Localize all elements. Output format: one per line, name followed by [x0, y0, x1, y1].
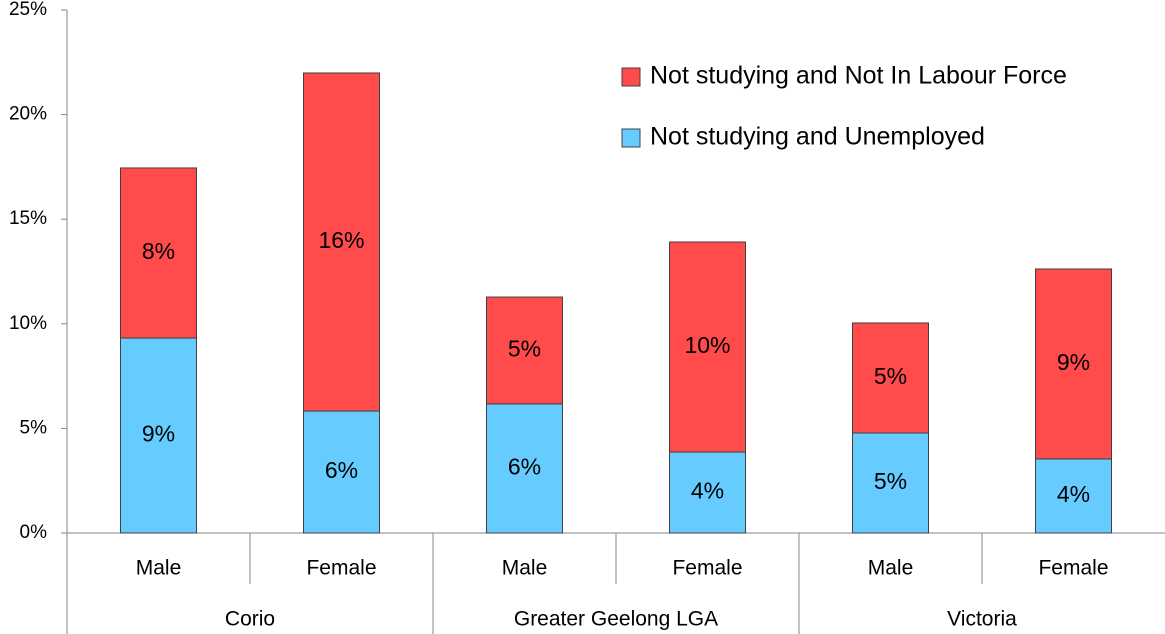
legend-swatch [621, 67, 641, 87]
x-tick-label: Male [136, 557, 182, 580]
bar-segment [120, 167, 197, 339]
x-tick-label: Female [1038, 557, 1108, 580]
value-label: 9% [1057, 349, 1090, 375]
group-label: Victoria [947, 608, 1017, 631]
bar-segment [486, 296, 563, 405]
y-tick-label: 5% [20, 417, 48, 438]
bar-segment [669, 451, 746, 534]
x-tick-label: Female [306, 557, 376, 580]
y-tick-label: 20% [9, 104, 47, 125]
value-label: 5% [874, 363, 907, 389]
legend-label: Not studying and Not In Labour Force [650, 62, 1067, 90]
y-tick-label: 10% [9, 313, 47, 334]
value-label: 4% [691, 478, 724, 504]
legend-swatch [621, 128, 641, 148]
bar-segment [1035, 268, 1112, 460]
bar-segment [852, 322, 929, 434]
bar-segment [852, 432, 929, 534]
value-label: 6% [508, 454, 541, 480]
group-label: Greater Geelong LGA [514, 608, 718, 631]
value-label: 9% [142, 421, 175, 447]
y-tick-label: 0% [20, 522, 48, 543]
value-label: 5% [508, 336, 541, 362]
bar-segment [120, 337, 197, 534]
value-label: 16% [318, 227, 364, 253]
y-tick-label: 15% [9, 208, 47, 229]
x-tick-label: Female [672, 557, 742, 580]
bar-segment [303, 410, 380, 534]
value-label: 5% [874, 468, 907, 494]
y-tick-label: 25% [9, 0, 47, 20]
bar-segment [669, 241, 746, 453]
bar-segment [486, 403, 563, 534]
legend-label: Not studying and Unemployed [650, 123, 985, 151]
value-label: 6% [325, 457, 358, 483]
value-label: 8% [142, 238, 175, 264]
bar-segment [1035, 458, 1112, 534]
x-tick-label: Male [502, 557, 548, 580]
bar-segment [303, 72, 380, 412]
x-tick-label: Male [868, 557, 914, 580]
value-label: 10% [684, 332, 730, 358]
group-label: Corio [225, 608, 275, 631]
value-label: 4% [1057, 481, 1090, 507]
